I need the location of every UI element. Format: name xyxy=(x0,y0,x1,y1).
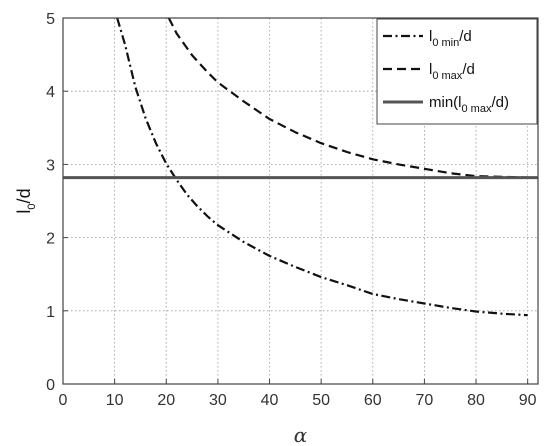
legend-label-suffix: /d xyxy=(459,28,472,45)
y-axis-label-tail: /d xyxy=(14,188,34,203)
x-tick-label: 60 xyxy=(364,392,382,409)
x-tick-label: 0 xyxy=(59,392,68,409)
legend-label-text: l xyxy=(429,61,432,78)
series-line-2 xyxy=(167,17,528,179)
y-tick-label: 4 xyxy=(46,84,55,101)
plot-series xyxy=(63,17,538,317)
legend-label-subscript: 0 max xyxy=(432,70,462,82)
series-line-1 xyxy=(116,17,528,317)
x-tick-label: 10 xyxy=(106,392,124,409)
legend-label-suffix: /d) xyxy=(491,94,509,111)
y-tick-label: 1 xyxy=(46,304,55,321)
x-tick-label: 40 xyxy=(261,392,279,409)
plot-frame xyxy=(62,17,539,385)
axis-ticks: 0 10 20 30 40 50 60 70 80 90 0 1 2 3 4 5 xyxy=(46,11,537,409)
y-tick-label: 0 xyxy=(46,377,55,394)
legend-label-3: min(l0 max/d) xyxy=(429,94,509,115)
x-tick-label: 20 xyxy=(157,392,175,409)
y-tick-label: 5 xyxy=(46,11,55,28)
y-axis-label-sub: 0 xyxy=(26,203,38,209)
x-tick-label: 90 xyxy=(519,392,537,409)
legend-label-1: l0 min/d xyxy=(429,28,472,49)
y-tick-label: 3 xyxy=(46,157,55,174)
legend-label-text: min(l xyxy=(429,94,462,111)
x-tick-label: 50 xyxy=(312,392,330,409)
y-tick-label: 2 xyxy=(46,231,55,248)
y-axis-label: l0/d xyxy=(14,188,38,213)
x-tick-label: 30 xyxy=(209,392,227,409)
legend-label-subscript: 0 min xyxy=(432,37,459,49)
legend-label-text: l xyxy=(429,28,432,45)
y-axis-label-main: l xyxy=(14,210,34,214)
legend-label-suffix: /d xyxy=(462,61,475,78)
x-tick-label: 70 xyxy=(416,392,434,409)
x-tick-label: 80 xyxy=(467,392,485,409)
legend-label-2: l0 max/d xyxy=(429,61,475,82)
legend-label-subscript: 0 max xyxy=(462,103,492,115)
x-axis-label: α xyxy=(294,423,308,446)
